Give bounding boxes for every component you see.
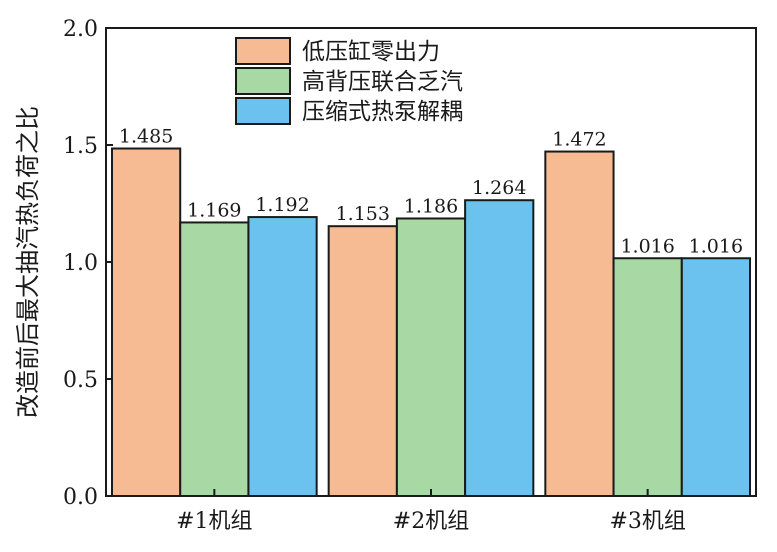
bar-series-2-category-1 [179, 221, 250, 497]
data-label-series-1-category-1: 1.485 [119, 126, 173, 148]
legend-swatch-1 [235, 37, 291, 65]
y-tick-label-1: 0.0 [63, 485, 98, 510]
x-tick-label-3: #3机组 [609, 509, 685, 534]
bar-series-2-category-2 [395, 217, 467, 497]
y-tick-label-5: 2.0 [63, 17, 98, 42]
axes-layer: #1机组 #2机组 #3机组 0.0 0.5 1.0 1.5 2.0 [63, 17, 757, 534]
legend-swatch-2 [235, 67, 291, 95]
bar-series-2-category-3 [612, 257, 683, 498]
bar-series-3-category-2 [464, 199, 535, 497]
y-axis-title: 改造前后最大抽汽热负荷之比 [14, 106, 42, 418]
y-tick-label-4: 1.5 [63, 134, 98, 159]
x-tick-label-1: #1机组 [176, 509, 252, 534]
legend-label-1: 低压缸零出力 [302, 39, 440, 65]
data-label-series-1-category-3: 1.472 [552, 129, 606, 151]
y-tick-label-3: 1.0 [63, 251, 98, 276]
y-tick-label-2: 0.5 [63, 368, 98, 393]
data-label-series-2-category-2: 1.186 [404, 195, 458, 217]
data-labels-layer: 1.485 1.169 1.192 1.153 1.186 1.264 1.472 1.016… [119, 126, 743, 258]
bar-series-1-category-1 [111, 147, 182, 497]
bar-series-1-category-2 [327, 225, 398, 497]
data-label-series-3-category-2: 1.264 [472, 177, 526, 199]
data-label-series-3-category-3: 1.016 [689, 235, 743, 257]
bar-series-3-category-3 [680, 257, 751, 498]
bar-series-3-category-1 [247, 216, 318, 498]
legend-swatch-3 [235, 97, 291, 125]
data-label-series-1-category-2: 1.153 [336, 203, 390, 225]
x-tick-label-2: #2机组 [393, 509, 469, 534]
bars-layer [111, 147, 751, 498]
legend-label-2: 高背压联合乏汽 [302, 69, 463, 95]
legend-label-3: 压缩式热泵解耦 [302, 99, 463, 125]
data-label-series-2-category-1: 1.169 [187, 199, 241, 221]
data-label-series-3-category-1: 1.192 [255, 194, 309, 216]
bar-series-1-category-3 [544, 150, 615, 497]
data-label-series-2-category-3: 1.016 [620, 235, 674, 257]
